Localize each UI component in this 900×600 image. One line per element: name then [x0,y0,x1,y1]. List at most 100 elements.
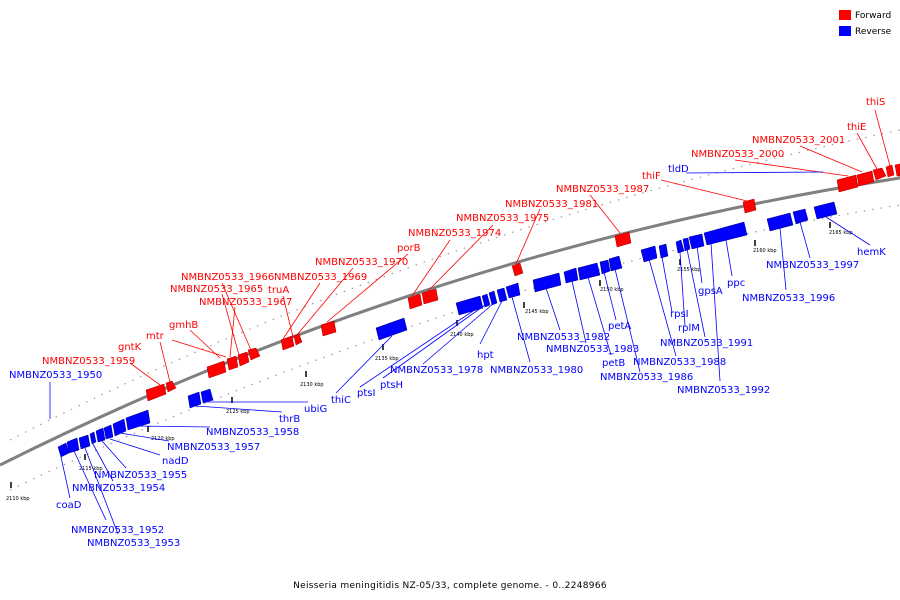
gene-label-trua[interactable]: truA [268,285,289,296]
gene-label-nmbnz0533-1967[interactable]: NMBNZ0533_1967 [199,297,292,308]
forward-gene[interactable] [511,262,524,277]
gene-label-ptsi[interactable]: ptsI [357,388,375,399]
reverse-gene[interactable] [792,208,809,225]
reverse-gene[interactable] [640,245,658,263]
forward-gene[interactable] [872,167,887,181]
gene-label-ptsh[interactable]: ptsH [380,380,403,391]
gene-label-nmbnz0533-1957[interactable]: NMBNZ0533_1957 [167,442,260,453]
gene-label-nmbnz0533-1953[interactable]: NMBNZ0533_1953 [87,538,180,549]
gene-label-nmbnz0533-2001[interactable]: NMBNZ0533_2001 [752,135,845,146]
forward-gene[interactable] [247,347,261,361]
reverse-gene[interactable] [688,233,705,250]
reverse-gene[interactable] [496,287,508,303]
gene-label-porb[interactable]: porB [397,243,421,254]
forward-gene[interactable] [742,198,757,214]
forward-gene[interactable] [293,333,303,346]
gene-label-nmbnz0533-1987[interactable]: NMBNZ0533_1987 [556,184,649,195]
reverse-gene[interactable] [375,317,408,341]
reverse-gene[interactable] [112,418,127,437]
gene-label-thic[interactable]: thiC [331,395,351,406]
gene-label-nmbnz0533-1997[interactable]: NMBNZ0533_1997 [766,260,859,271]
gene-label-nmbnz0533-1975[interactable]: NMBNZ0533_1975 [456,213,549,224]
gene-label-nmbnz0533-1992[interactable]: NMBNZ0533_1992 [677,385,770,396]
gene-label-nmbnz0533-1954[interactable]: NMBNZ0533_1954 [72,483,165,494]
forward-gene[interactable] [614,231,632,248]
forward-gene[interactable] [206,360,227,379]
gene-label-nmbnz0533-1955[interactable]: NMBNZ0533_1955 [94,470,187,481]
forward-gene[interactable] [856,170,875,187]
forward-gene[interactable] [145,383,167,402]
gene-label-nmbnz0533-1982[interactable]: NMBNZ0533_1982 [517,332,610,343]
reverse-gene[interactable] [505,282,521,299]
forward-gene[interactable] [894,163,900,177]
forward-gene[interactable] [320,320,337,337]
gene-label-nmbnz0533-1966[interactable]: NMBNZ0533_1966 [181,272,274,283]
reverse-gene[interactable] [532,272,562,293]
forward-gene[interactable] [836,174,859,193]
gene-label-gntk[interactable]: gntK [118,342,142,353]
reverse-gene[interactable] [89,431,97,445]
gene-label-gmhb[interactable]: gmhB [169,320,198,331]
gene-label-nmbnz0533-1969[interactable]: NMBNZ0533_1969 [274,272,367,283]
gene-label-nmbnz0533-1970[interactable]: NMBNZ0533_1970 [315,257,408,268]
gene-label-tldd[interactable]: tldD [668,164,689,175]
gene-label-this[interactable]: thiS [866,97,885,108]
forward-gene[interactable] [407,293,423,310]
forward-gene[interactable] [165,380,177,393]
gene-label-thie[interactable]: thiE [847,122,866,133]
reverse-gene[interactable] [703,221,748,246]
gene-label-nmbnz0533-1974[interactable]: NMBNZ0533_1974 [408,228,501,239]
gene-label-nmbnz0533-1996[interactable]: NMBNZ0533_1996 [742,293,835,304]
reverse-gene[interactable] [481,293,491,308]
gene-label-ppc[interactable]: ppc [727,278,745,289]
reverse-gene[interactable] [563,267,579,284]
gene-label-nmbnz0533-1983[interactable]: NMBNZ0533_1983 [546,344,639,355]
forward-gene[interactable] [885,164,895,178]
gene-label-nmbnz0533-1958[interactable]: NMBNZ0533_1958 [206,427,299,438]
reverse-gene[interactable] [488,290,498,306]
reverse-gene[interactable] [813,201,838,220]
reverse-gene[interactable] [608,255,623,272]
gene-label-thif[interactable]: thiF [642,171,661,182]
gene-label-nmbnz0533-1981[interactable]: NMBNZ0533_1981 [505,199,598,210]
gene-label-hemk[interactable]: hemK [857,247,886,258]
gene-label-nmbnz0533-1959[interactable]: NMBNZ0533_1959 [42,356,135,367]
reverse-gene[interactable] [187,391,202,409]
gene-label-hpt[interactable]: hpt [477,350,494,361]
gene-label-rpsi[interactable]: rpsI [670,309,689,320]
gene-label-rplm[interactable]: rplM [678,323,700,334]
gene-label-nmbnz0533-1952[interactable]: NMBNZ0533_1952 [71,525,164,536]
reverse-gene[interactable] [577,262,601,281]
gene-label-gpsa[interactable]: gpsA [698,286,723,297]
forward-gene[interactable] [237,351,250,367]
gene-label-mtr[interactable]: mtr [146,331,165,342]
gene-label-nmbnz0533-1988[interactable]: NMBNZ0533_1988 [633,357,726,368]
gene-label-nadd[interactable]: nadD [162,456,189,467]
gene-label-nmbnz0533-1978[interactable]: NMBNZ0533_1978 [390,365,483,376]
gene-label-ubig[interactable]: ubiG [304,404,327,415]
gene-label-nmbnz0533-1991[interactable]: NMBNZ0533_1991 [660,338,753,349]
reverse-gene[interactable] [78,434,91,450]
gene-label-petb[interactable]: petB [602,358,625,369]
gene-label-nmbnz0533-1965[interactable]: NMBNZ0533_1965 [170,284,263,295]
gene-label-nmbnz0533-1950[interactable]: NMBNZ0533_1950 [9,370,102,381]
reverse-gene[interactable] [766,212,794,232]
gene-label-thrb[interactable]: thrB [279,414,300,425]
forward-gene[interactable] [280,335,295,351]
reverse-gene[interactable] [599,259,611,275]
gene-label-nmbnz0533-1986[interactable]: NMBNZ0533_1986 [600,372,693,383]
gene-label-nmbnz0533-2000[interactable]: NMBNZ0533_2000 [691,149,784,160]
gene-label-coad[interactable]: coaD [56,500,82,511]
reverse-gene[interactable] [682,237,691,252]
reverse-gene[interactable] [455,295,484,316]
gene-label-peta[interactable]: petA [608,321,631,332]
reverse-gene[interactable] [95,427,106,443]
reverse-gene[interactable] [103,424,114,440]
reverse-gene[interactable] [658,243,669,259]
forward-gene[interactable] [226,355,239,371]
forward-gene[interactable] [421,288,439,305]
reverse-gene[interactable] [675,239,685,254]
gene-label-nmbnz0533-1980[interactable]: NMBNZ0533_1980 [490,365,583,376]
reverse-gene[interactable] [200,388,214,404]
reverse-gene[interactable] [66,437,80,454]
